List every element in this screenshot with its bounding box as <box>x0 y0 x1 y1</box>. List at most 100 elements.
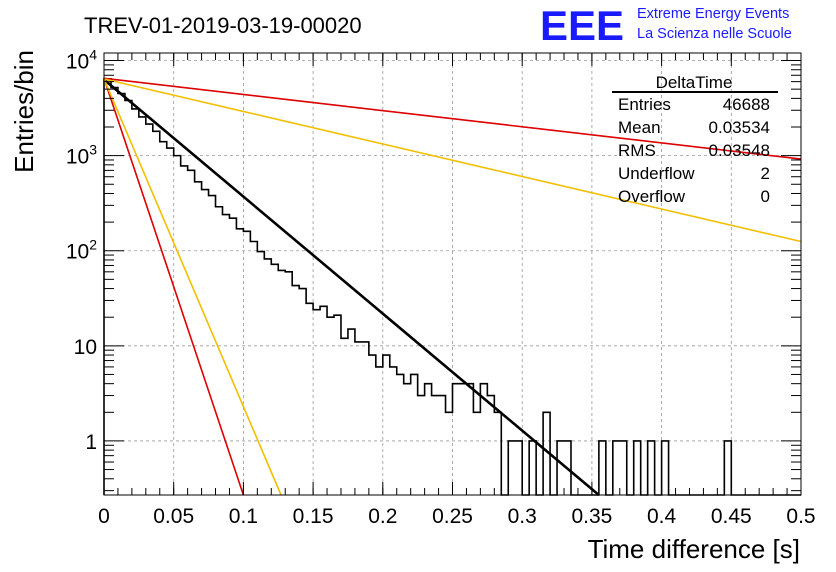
histogram-bin <box>599 441 606 495</box>
logo-line-1: Extreme Energy Events <box>637 6 789 22</box>
histogram-bin <box>662 441 669 495</box>
histogram-bin <box>390 367 397 495</box>
x-axis-ticks: 0 0.05 0.1 0.15 0.2 0.25 0.3 0.35 0.4 0.45 0.5 <box>98 53 816 528</box>
histogram-bin <box>334 315 341 495</box>
y-tick-exponent: 4 <box>89 47 97 63</box>
histogram-bin <box>167 148 174 495</box>
histogram-bin <box>397 374 404 495</box>
histogram-bin <box>411 374 418 495</box>
histogram-bin <box>529 441 536 495</box>
histogram-bin <box>118 94 125 495</box>
histogram-bin <box>355 342 362 495</box>
x-tick-label: 0.45 <box>711 505 752 528</box>
histogram-bin <box>181 166 188 495</box>
histogram-bin <box>515 441 522 495</box>
histogram-bin <box>285 272 292 495</box>
stats-row-label: Underflow <box>618 164 695 183</box>
x-tick-label: 0 <box>98 505 110 528</box>
histogram-bin <box>299 289 306 495</box>
y-tick-label: 104 <box>66 47 97 74</box>
y-tick-label: 103 <box>66 142 97 169</box>
histogram-bin <box>620 441 627 495</box>
histogram-bin <box>327 317 334 495</box>
stats-row-value: 2 <box>761 164 770 183</box>
fit-line <box>103 78 802 243</box>
chart-title: TREV-01-2019-03-19-00020 <box>84 13 362 38</box>
y-axis-label: Entries/bin <box>9 50 39 173</box>
eee-logo: EEE Extreme Energy Events La Scienza nel… <box>540 2 792 49</box>
histogram-bin <box>153 131 160 495</box>
stats-rows: Entries 46688 Mean 0.03534 RMS 0.03548 Underfl… <box>618 95 770 206</box>
y-tick-exponent: 2 <box>89 237 97 253</box>
x-axis-label: Time difference [s] <box>588 534 800 564</box>
histogram-bin <box>278 270 285 495</box>
stats-row-label: Entries <box>618 95 671 114</box>
histogram-bin <box>453 384 460 495</box>
stats-box-title: DeltaTime <box>656 73 733 92</box>
histogram-bin <box>439 396 446 495</box>
histogram-bin <box>271 264 278 495</box>
histogram-bin <box>257 252 264 495</box>
histogram-bin <box>111 88 118 495</box>
histogram-bin <box>634 441 641 495</box>
logo-line-2: La Scienza nelle Scuole <box>637 26 792 42</box>
stats-row-value: 0 <box>761 187 770 206</box>
stats-row-label: Mean <box>618 118 661 137</box>
histogram-bin <box>229 218 236 495</box>
histogram-bin <box>487 396 494 495</box>
x-tick-label: 0.5 <box>786 505 815 528</box>
histogram-bin <box>432 396 439 495</box>
histogram-bin <box>306 303 313 495</box>
histogram-bin <box>250 242 257 495</box>
histogram-bin <box>613 441 620 495</box>
histogram-bin <box>369 355 376 495</box>
histogram-bin <box>341 338 348 495</box>
histogram-bin <box>195 182 202 495</box>
histogram-bin <box>348 329 355 495</box>
histogram-bin <box>209 196 216 495</box>
histogram-bin <box>243 231 250 495</box>
x-tick-label: 0.4 <box>647 505 677 528</box>
y-tick-label: 102 <box>66 237 97 264</box>
histogram-bin <box>418 396 425 495</box>
histogram-bin <box>459 384 466 495</box>
stats-row-value: 0.03548 <box>709 141 770 160</box>
x-tick-label: 0.15 <box>293 505 334 528</box>
histogram-bin <box>404 384 411 495</box>
stats-row-label: RMS <box>618 141 656 160</box>
y-tick-exponent: 3 <box>89 142 97 158</box>
fit-line <box>103 78 245 496</box>
logo-mark: EEE <box>540 2 624 49</box>
fit-line <box>103 77 802 160</box>
x-tick-label: 0.1 <box>229 505 258 528</box>
fit-line <box>103 78 600 496</box>
y-tick-label: 1 <box>85 431 97 454</box>
histogram-bin <box>376 367 383 495</box>
histogram-bin <box>202 190 209 495</box>
x-tick-label: 0.25 <box>432 505 473 528</box>
histogram-bin <box>508 441 515 495</box>
x-tick-label: 0.35 <box>571 505 612 528</box>
x-tick-label: 0.3 <box>508 505 537 528</box>
stats-box: DeltaTime Entries 46688 Mean 0.03534 RMS 0.03… <box>612 73 778 206</box>
histogram-bin <box>648 441 655 495</box>
histogram-bin <box>320 306 327 495</box>
x-tick-label: 0.2 <box>368 505 397 528</box>
x-tick-label: 0.05 <box>153 505 194 528</box>
fit-lines <box>103 77 802 496</box>
stats-row-value: 0.03534 <box>709 118 770 137</box>
histogram-bin <box>557 441 564 495</box>
y-tick-label: 10 <box>74 336 97 359</box>
histogram-bin <box>494 412 501 495</box>
histogram-bin <box>362 342 369 495</box>
histogram-bin <box>313 310 320 495</box>
histogram-bin <box>222 215 229 495</box>
histogram-bin <box>724 441 731 495</box>
histogram-bin <box>104 79 111 495</box>
histogram-bin <box>425 384 432 495</box>
histogram-bin <box>174 156 181 495</box>
histogram-bin <box>292 286 299 495</box>
fit-line <box>103 78 282 496</box>
